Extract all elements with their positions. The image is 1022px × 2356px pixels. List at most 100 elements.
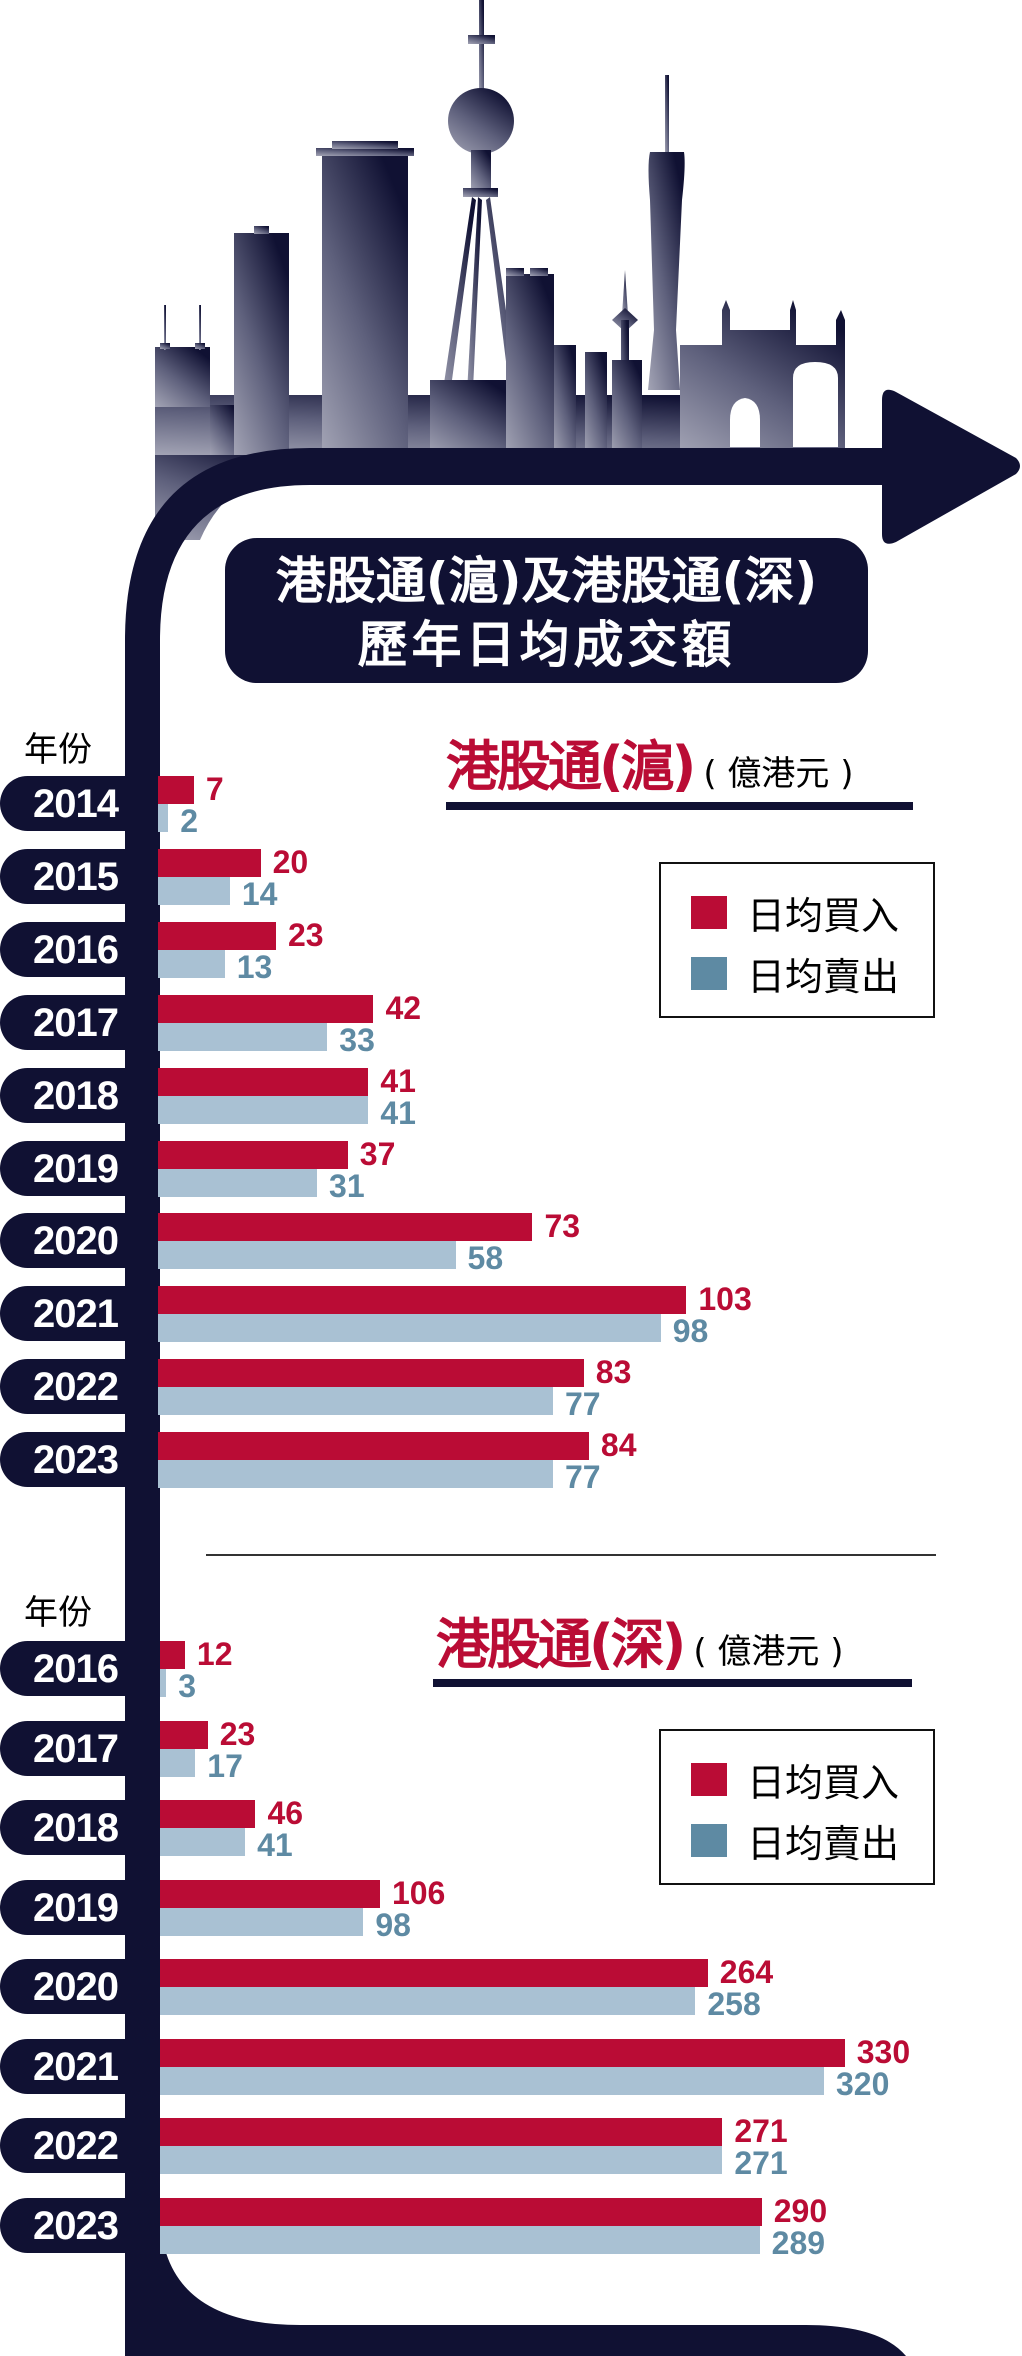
legend-label-sell: 日均賣出 [747,954,900,999]
bar-sell [160,1987,696,2015]
bar-buy [160,2118,723,2146]
year-pill: 2016 [0,921,150,977]
year-pill: 2016 [0,1641,150,1696]
year-label: 2022 [33,1365,119,1410]
bar-sell [158,876,230,905]
chart1-heading-underline [446,802,913,810]
bar-sell [160,1669,167,1697]
value-label-sell: 77 [565,1386,601,1423]
legend-label-buy: 日均買入 [747,1760,900,1805]
value-label-buy: 103 [698,1281,752,1318]
value-label-sell: 58 [467,1240,504,1277]
value-label-buy: 271 [734,2113,788,2149]
value-label-sell: 258 [707,1986,761,2022]
bar-buy [158,776,194,804]
year-label: 2017 [33,1726,119,1771]
bar-sell [158,949,225,978]
bar-buy [160,1800,256,1828]
year-label: 2016 [33,927,119,972]
legend-swatch-buy [691,895,727,929]
year-pill: 2019 [0,1879,150,1935]
value-label-sell: 41 [257,1827,293,1863]
year-label: 2019 [33,1885,119,1930]
bar-sell [160,2225,760,2254]
chart1-heading: 港股通(滬)( 億港元 ) [446,722,854,801]
bar-buy [158,1359,584,1388]
bar-sell [158,1022,328,1051]
year-label: 2022 [33,2124,119,2168]
value-label-buy: 12 [196,1636,233,1672]
year-pill: 2020 [0,1213,150,1269]
legend-swatch-sell [691,956,727,990]
bar-buy [158,1140,348,1169]
chart2-legend: 日均買入 日均賣出 [659,1729,935,1885]
year-label: 2017 [33,1000,119,1045]
bar-buy [158,1286,687,1315]
value-label-sell: 320 [836,2065,890,2102]
legend-swatch-sell [691,1823,727,1857]
legend-item-buy: 日均買入 [691,1759,899,1805]
main-title-line2: 歷年日均成交額 [357,616,736,674]
year-label: 2020 [33,1965,119,2009]
value-label-buy: 42 [385,989,422,1026]
year-label: 2020 [33,1219,119,1264]
year-label: 2018 [33,1073,119,1118]
chart1-year-axis-label: 年份 [24,730,92,770]
value-label-sell: 14 [241,875,278,912]
year-pill: 2017 [0,1720,150,1776]
bar-sell [158,1387,553,1416]
year-label: 2018 [33,1806,119,1850]
year-pill: 2018 [0,1067,150,1123]
city-skyline-icon [155,0,845,540]
legend-label-buy: 日均買入 [747,893,900,938]
value-label-buy: 73 [544,1208,581,1245]
bar-buy [158,921,276,950]
value-label-sell: 289 [771,2224,826,2261]
year-pill: 2021 [0,2038,150,2094]
year-label: 2021 [33,2044,119,2089]
chart2-title: 港股通(深) [436,1613,686,1676]
legend-item-buy: 日均買入 [691,892,899,938]
year-pill: 2020 [0,1959,150,2014]
chart2-heading-underline [433,1679,912,1687]
value-label-sell: 3 [178,1668,197,1704]
value-label-buy: 20 [272,843,309,880]
value-label-sell: 77 [565,1459,601,1496]
year-pill: 2023 [0,1432,150,1488]
bar-sell [160,2146,723,2174]
chart2-unit: ( 億港元 ) [693,1632,844,1672]
year-pill: 2023 [0,2197,150,2253]
value-label-sell: 13 [236,948,273,985]
legend-item-sell: 日均賣出 [691,953,899,999]
bar-sell [158,1168,318,1197]
value-label-sell: 31 [329,1167,365,1204]
bar-buy [160,1959,708,1987]
year-pill: 2022 [0,2118,150,2173]
main-title-line1: 港股通(滬)及港股通(深) [275,552,818,610]
bar-buy [158,1067,369,1096]
value-label-buy: 290 [773,2192,828,2229]
year-pill: 2021 [0,1286,150,1342]
value-label-sell: 41 [380,1094,416,1131]
bar-sell [158,1314,661,1343]
year-pill: 2017 [0,994,150,1050]
year-pill: 2014 [0,776,150,831]
bar-sell [160,1907,364,1936]
bar-sell [158,1460,553,1489]
value-label-buy: 330 [856,2033,911,2070]
section-divider [206,1554,936,1556]
main-title-box: 港股通(滬)及港股通(深) 歷年日均成交額 [225,538,868,683]
gate-arches [730,362,838,447]
legend-swatch-buy [691,1762,727,1796]
value-label-sell: 17 [207,1747,243,1784]
value-label-buy: 106 [391,1874,446,1911]
value-label-buy: 37 [359,1135,396,1172]
year-label: 2014 [33,782,119,826]
year-pill: 2015 [0,848,150,904]
bar-buy [158,1432,589,1461]
value-label-buy: 23 [219,1715,256,1752]
bar-sell [158,804,169,832]
chart1-title: 港股通(滬) [446,735,696,798]
bar-sell [160,2066,824,2095]
value-label-sell: 271 [734,2145,788,2181]
